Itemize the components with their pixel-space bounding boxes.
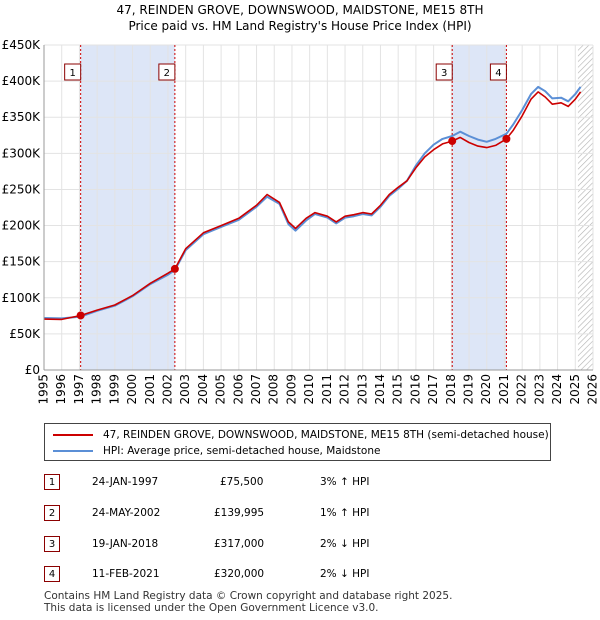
x-tick-label: 1997	[72, 374, 86, 405]
x-tick-label: 2002	[160, 374, 174, 405]
sale-number-badge	[435, 63, 453, 81]
x-tick-label: 2022	[515, 374, 529, 405]
sale-row: 2 24-MAY-2002 £139,995 1% ↑ HPI	[44, 505, 564, 525]
sale-row: 1 24-JAN-1997 £75,500 3% ↑ HPI	[44, 474, 564, 494]
x-tick-label: 2007	[249, 374, 263, 405]
x-tick-label: 2024	[550, 374, 564, 405]
legend-label-hpi: HPI: Average price, semi-detached house,…	[103, 445, 381, 457]
legend-item-hpi: HPI: Average price, semi-detached house,…	[53, 443, 380, 459]
sale-date: 24-MAY-2002	[92, 507, 161, 519]
x-tick-label: 2012	[338, 374, 352, 405]
x-tick-label: 2014	[373, 374, 387, 405]
x-tick-label: 2003	[178, 374, 192, 405]
forecast-hatch	[577, 45, 593, 370]
y-tick-label: £50K	[9, 327, 41, 341]
sale-price: £320,000	[214, 568, 265, 580]
y-tick-label: £350K	[2, 110, 42, 124]
x-tick-label: 1995	[37, 374, 51, 405]
x-tick-label: 2005	[214, 374, 228, 405]
property-price-line	[43, 91, 582, 321]
sale-point	[448, 137, 457, 146]
sale-number-badge: 4	[44, 566, 60, 582]
sale-number-badge: 1	[44, 474, 60, 490]
x-tick-label: 2001	[143, 374, 157, 405]
sale-date: 19-JAN-2018	[92, 538, 159, 550]
x-tick-label: 2018	[444, 374, 458, 405]
sale-number-badge: 2	[44, 505, 60, 521]
sale-number-badge: 3	[44, 536, 60, 552]
x-tick-label: 2020	[479, 374, 493, 405]
x-tick-label: 2010	[302, 374, 316, 405]
sale-price: £75,500	[220, 476, 264, 488]
legend-swatch-property	[53, 434, 93, 436]
sale-hpi-diff: 2% ↓ HPI	[320, 568, 370, 580]
sale-date: 24-JAN-1997	[92, 476, 159, 488]
sale-point	[76, 311, 85, 320]
ownership-period-shade	[452, 45, 507, 370]
ownership-period-shade	[80, 45, 175, 370]
x-tick-label: 1999	[107, 374, 121, 405]
y-tick-label: £0	[25, 363, 40, 377]
x-tick-label: 2009	[284, 374, 298, 405]
chart-legend: 47, REINDEN GROVE, DOWNSWOOD, MAIDSTONE,…	[44, 423, 551, 461]
footer-licence: This data is licensed under the Open Gov…	[44, 602, 379, 614]
sale-number-badge	[489, 63, 507, 81]
x-tick-label: 2006	[231, 374, 245, 405]
x-tick-label: 2021	[497, 374, 511, 405]
y-tick-label: £100K	[2, 291, 42, 305]
price-chart: 1 2 3 4 £0 £50K £100K £150K £200K £250K £300K £350…	[2, 38, 600, 405]
y-tick-label: £300K	[2, 146, 42, 160]
x-tick-label: 2000	[125, 374, 139, 405]
sale-price: £139,995	[214, 507, 265, 519]
y-tick-label: £250K	[2, 182, 42, 196]
sale-number-badge	[158, 63, 176, 81]
chart-subtitle: Price paid vs. HM Land Registry's House …	[128, 19, 472, 33]
footer: Contains HM Land Registry data © Crown c…	[44, 590, 452, 614]
x-tick-label: 2008	[267, 374, 281, 405]
sale-hpi-diff: 2% ↓ HPI	[320, 538, 370, 550]
x-tick-label: 2026	[586, 374, 600, 405]
x-tick-label: 2017	[426, 374, 440, 405]
chart-title: 47, REINDEN GROVE, DOWNSWOOD, MAIDSTONE,…	[116, 3, 484, 17]
legend-label-property: 47, REINDEN GROVE, DOWNSWOOD, MAIDSTONE,…	[103, 429, 549, 441]
sale-point	[502, 134, 511, 143]
y-tick-label: £200K	[2, 219, 42, 233]
sale-point	[170, 264, 179, 273]
legend-item-property: 47, REINDEN GROVE, DOWNSWOOD, MAIDSTONE,…	[53, 427, 549, 443]
footer-copyright: Contains HM Land Registry data © Crown c…	[44, 590, 453, 602]
x-tick-label: 2025	[568, 374, 582, 405]
x-tick-label: 2015	[391, 374, 405, 405]
sale-hpi-diff: 3% ↑ HPI	[320, 476, 370, 488]
x-tick-label: 2023	[532, 374, 546, 405]
sale-price: £317,000	[214, 538, 265, 550]
x-tick-label: 2016	[408, 374, 422, 405]
sale-date: 11-FEB-2021	[92, 568, 160, 580]
sale-number-label: 4	[495, 68, 501, 79]
y-tick-label: £450K	[2, 38, 42, 52]
x-tick-label: 1998	[90, 374, 104, 405]
x-tick-label: 2011	[320, 374, 334, 405]
sale-number-badge	[64, 63, 82, 81]
x-tick-label: 2013	[355, 374, 369, 405]
sale-number-label: 1	[69, 68, 75, 79]
sale-hpi-diff: 1% ↑ HPI	[320, 507, 370, 519]
sale-row: 4 11-FEB-2021 £320,000 2% ↓ HPI	[44, 566, 564, 586]
x-tick-label: 2019	[462, 374, 476, 405]
sale-number-label: 3	[441, 68, 447, 79]
legend-swatch-hpi	[53, 450, 93, 452]
y-tick-label: £150K	[2, 255, 42, 269]
x-tick-label: 2004	[196, 374, 210, 405]
y-tick-label: £400K	[2, 74, 42, 88]
x-tick-label: 1996	[54, 374, 68, 405]
sale-row: 3 19-JAN-2018 £317,000 2% ↓ HPI	[44, 536, 564, 556]
sale-number-label: 2	[164, 68, 170, 79]
